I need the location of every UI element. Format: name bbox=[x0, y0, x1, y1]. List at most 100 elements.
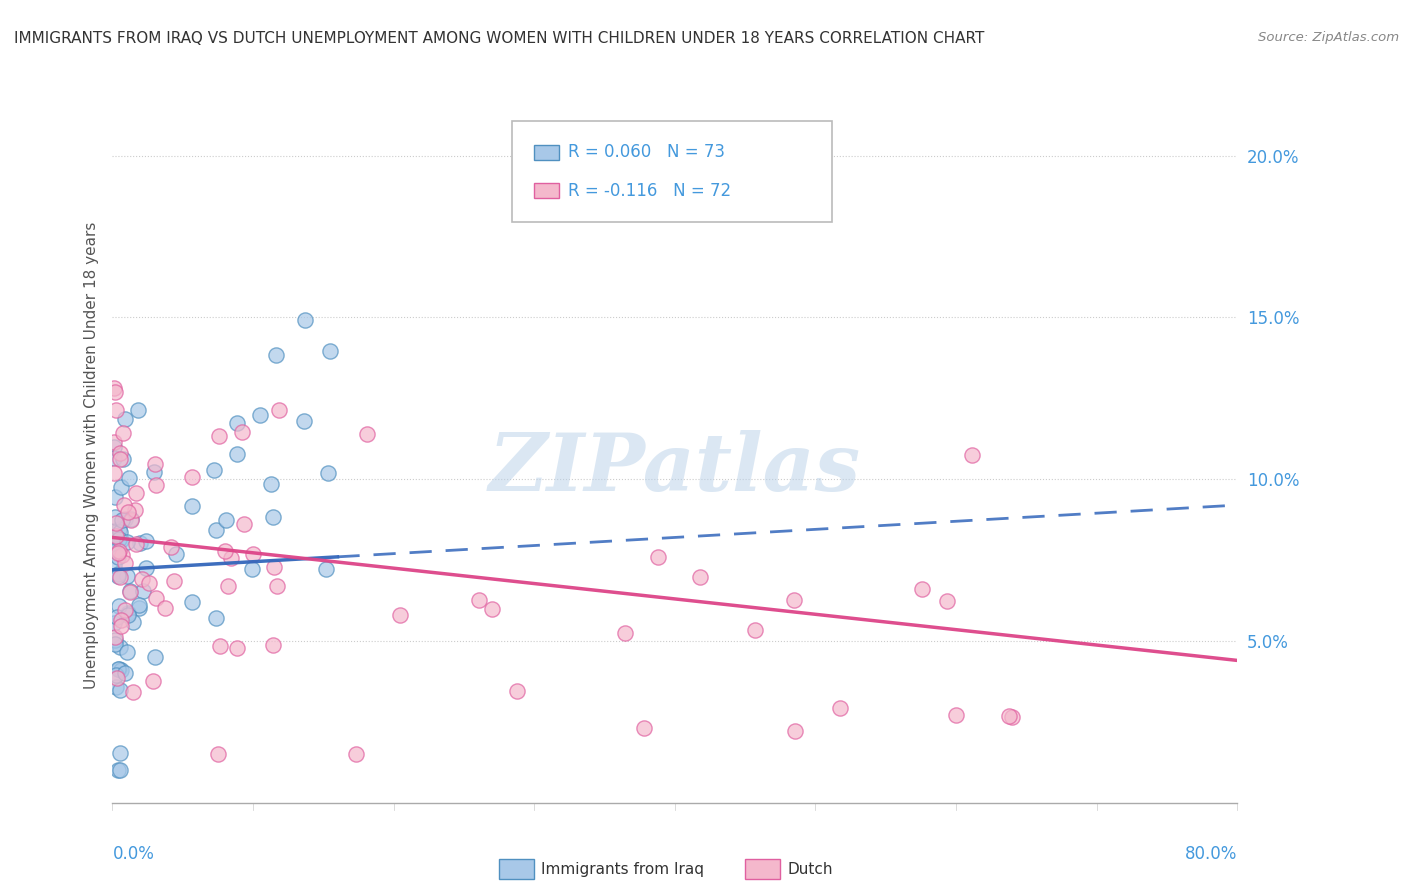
Point bbox=[249, 408, 271, 422]
Point bbox=[110, 548, 132, 562]
Point bbox=[145, 478, 167, 492]
Point bbox=[103, 450, 125, 465]
Point bbox=[143, 457, 166, 471]
Text: R = -0.116   N = 72: R = -0.116 N = 72 bbox=[568, 182, 731, 200]
Point bbox=[911, 582, 934, 597]
Point bbox=[107, 567, 129, 582]
Point bbox=[207, 747, 229, 762]
Point bbox=[104, 633, 127, 648]
Point bbox=[108, 524, 131, 539]
Point bbox=[107, 549, 129, 564]
Point bbox=[613, 625, 636, 640]
Point bbox=[110, 533, 132, 547]
Point bbox=[107, 764, 129, 778]
Point bbox=[135, 561, 157, 575]
Text: IMMIGRANTS FROM IRAQ VS DUTCH UNEMPLOYMENT AMONG WOMEN WITH CHILDREN UNDER 18 YE: IMMIGRANTS FROM IRAQ VS DUTCH UNEMPLOYME… bbox=[14, 31, 984, 46]
Point bbox=[105, 609, 128, 624]
Point bbox=[128, 599, 150, 613]
Point bbox=[114, 665, 136, 680]
Point bbox=[388, 607, 411, 622]
Text: 0.0%: 0.0% bbox=[112, 845, 155, 863]
Point bbox=[107, 661, 129, 675]
Point bbox=[266, 578, 288, 592]
Point bbox=[647, 550, 669, 565]
Point bbox=[115, 645, 138, 659]
Point bbox=[180, 594, 202, 608]
Point bbox=[128, 535, 150, 549]
Point bbox=[945, 708, 967, 723]
Point bbox=[181, 470, 204, 484]
Point bbox=[125, 536, 148, 550]
Point bbox=[104, 490, 127, 504]
Point bbox=[828, 701, 851, 715]
Point bbox=[231, 425, 253, 440]
Point bbox=[108, 445, 131, 459]
Point bbox=[633, 721, 655, 735]
Point bbox=[104, 509, 127, 524]
Point bbox=[103, 558, 125, 573]
Point bbox=[104, 385, 127, 400]
Point bbox=[242, 548, 264, 562]
Point bbox=[689, 570, 711, 584]
Point bbox=[118, 470, 141, 484]
Point bbox=[292, 414, 315, 428]
Point bbox=[783, 724, 806, 739]
Point bbox=[124, 503, 146, 517]
Point bbox=[114, 411, 136, 425]
Point bbox=[208, 639, 231, 653]
Point bbox=[202, 463, 225, 477]
Point bbox=[145, 591, 167, 605]
Point bbox=[319, 344, 342, 359]
Point bbox=[294, 313, 316, 327]
Point bbox=[105, 671, 128, 685]
Point bbox=[115, 569, 138, 583]
Point bbox=[259, 476, 281, 491]
Point bbox=[264, 348, 287, 362]
Point bbox=[262, 509, 284, 524]
Point bbox=[108, 532, 131, 546]
Point bbox=[114, 512, 136, 526]
Point bbox=[135, 533, 157, 548]
Point bbox=[111, 426, 134, 441]
Point bbox=[112, 498, 135, 512]
Point bbox=[208, 428, 231, 442]
Point bbox=[110, 640, 132, 654]
Point bbox=[108, 662, 131, 676]
Y-axis label: Unemployment Among Women with Children Under 18 years: Unemployment Among Women with Children U… bbox=[83, 221, 98, 689]
Point bbox=[110, 619, 132, 633]
Point bbox=[111, 452, 134, 467]
Point bbox=[160, 540, 183, 554]
Point bbox=[103, 440, 125, 454]
Point bbox=[103, 435, 125, 450]
Text: Dutch: Dutch bbox=[787, 863, 832, 877]
Point bbox=[110, 480, 132, 494]
Point bbox=[103, 466, 125, 480]
Point bbox=[120, 513, 142, 527]
Point bbox=[104, 631, 127, 645]
Point bbox=[108, 544, 131, 558]
Point bbox=[108, 452, 131, 467]
Text: Source: ZipAtlas.com: Source: ZipAtlas.com bbox=[1258, 31, 1399, 45]
Point bbox=[118, 584, 141, 599]
Point bbox=[110, 746, 132, 760]
Point bbox=[998, 709, 1021, 723]
Point bbox=[262, 638, 284, 652]
Point bbox=[107, 546, 129, 560]
Point bbox=[122, 615, 145, 630]
Point bbox=[219, 551, 242, 566]
Point bbox=[110, 613, 132, 627]
Point bbox=[142, 674, 165, 689]
Point bbox=[105, 402, 128, 417]
Point bbox=[204, 523, 226, 537]
Point bbox=[936, 594, 959, 608]
Point bbox=[115, 534, 138, 549]
Point bbox=[103, 381, 125, 395]
Point bbox=[111, 512, 134, 526]
Point bbox=[217, 578, 239, 592]
Point bbox=[105, 544, 128, 558]
Point bbox=[107, 568, 129, 582]
Point bbox=[163, 574, 186, 588]
Point bbox=[744, 623, 766, 637]
Point bbox=[225, 447, 247, 461]
Point bbox=[153, 600, 176, 615]
